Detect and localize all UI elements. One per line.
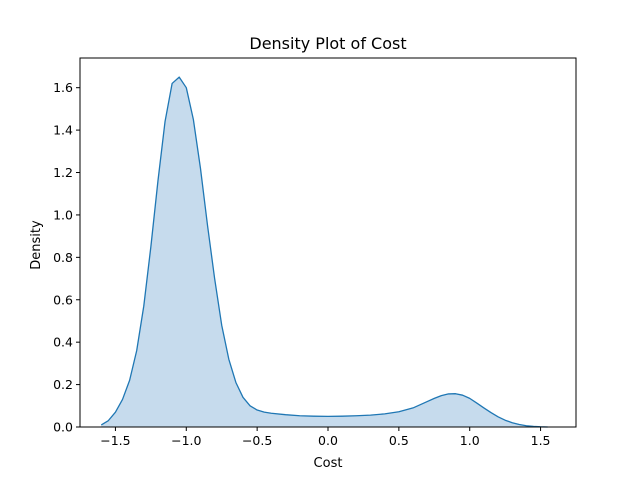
y-tick-label: 0.0 (53, 420, 73, 435)
y-tick-label: 0.2 (53, 377, 73, 392)
y-tick-label: 1.0 (53, 207, 73, 222)
x-tick-label: −0.5 (242, 433, 272, 448)
x-tick-label: 0.0 (318, 433, 338, 448)
y-tick-label: 1.6 (53, 80, 73, 95)
chart-title: Density Plot of Cost (249, 34, 406, 53)
x-tick-label: 1.0 (460, 433, 480, 448)
x-tick-label: 0.5 (389, 433, 409, 448)
x-tick-label: −1.0 (171, 433, 201, 448)
axes: −1.5 −1.0 −0.5 0.0 0.5 1.0 1.5 0.0 0.2 0.4 0.6 0.8 1… (53, 57, 577, 448)
y-tick-label: 0.4 (53, 335, 73, 350)
y-tick-label: 1.4 (53, 123, 73, 138)
y-tick-label: 0.8 (53, 250, 73, 265)
plot-area (100, 76, 548, 428)
x-tick-label: 1.5 (531, 433, 551, 448)
x-axis-label: Cost (314, 456, 343, 471)
x-tick-label: −1.5 (100, 433, 130, 448)
density-line (100, 76, 548, 428)
y-tick-label: 1.2 (53, 165, 73, 180)
y-tick-label: 0.6 (53, 292, 73, 307)
density-area (101, 77, 548, 427)
y-axis-label: Density (29, 220, 44, 270)
